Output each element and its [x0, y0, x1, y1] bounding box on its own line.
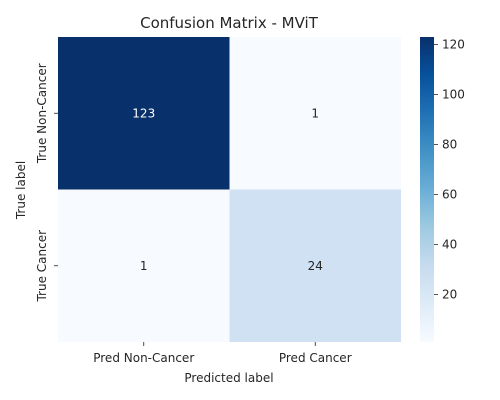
y-axis-ticks: True Non-Cancer True Cancer: [35, 63, 58, 303]
cell-value-label: 123: [132, 106, 155, 120]
heatmap-cell: [58, 189, 230, 342]
x-axis-ticks: Pred Non-Cancer Pred Cancer: [93, 342, 352, 365]
heatmap-cells: [58, 37, 401, 342]
heatmap-cell-labels: 123 1 1 24: [132, 106, 323, 273]
heatmap-cell: [58, 37, 230, 190]
x-axis-label: Predicted label: [184, 371, 273, 385]
cell-value-label: 24: [308, 259, 323, 273]
colorbar-tick-label: 20: [442, 288, 457, 302]
colorbar-tick-label: 120: [442, 38, 465, 52]
y-tick-label: True Cancer: [35, 230, 49, 303]
heatmap-cell: [229, 189, 401, 342]
colorbar-ticks: 20 40 60 80 100 120: [434, 38, 465, 302]
cell-value-label: 1: [140, 259, 148, 273]
colorbar-tick-label: 80: [442, 138, 457, 152]
colorbar-tick-label: 60: [442, 188, 457, 202]
colorbar-tick-label: 100: [442, 88, 465, 102]
cell-value-label: 1: [311, 106, 319, 120]
chart-title: Confusion Matrix - MViT: [140, 14, 319, 32]
y-tick-label: True Non-Cancer: [35, 63, 49, 164]
y-axis-label: True label: [14, 161, 28, 220]
colorbar-tick-label: 40: [442, 238, 457, 252]
x-tick-label: Pred Non-Cancer: [93, 351, 194, 365]
colorbar: [420, 37, 434, 342]
x-tick-label: Pred Cancer: [279, 351, 352, 365]
heatmap-cell: [229, 37, 401, 190]
